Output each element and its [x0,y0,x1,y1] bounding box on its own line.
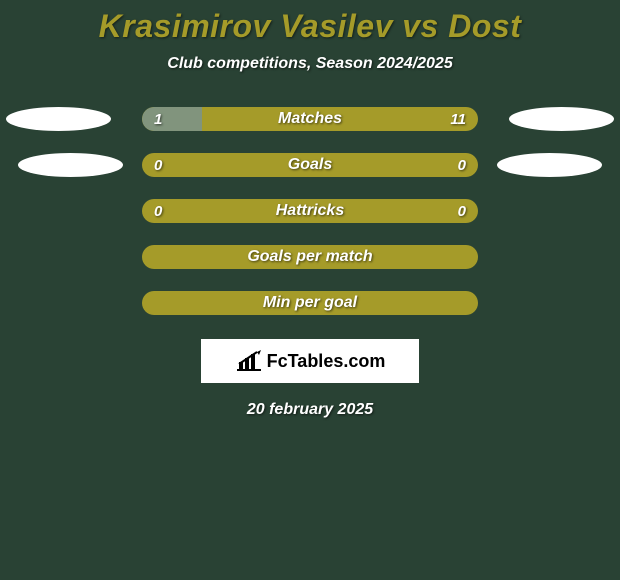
stat-bar: Min per goal [142,291,478,315]
stat-label: Min per goal [142,291,478,315]
subtitle: Club competitions, Season 2024/2025 [0,55,620,73]
stat-bar: 0 Hattricks 0 [142,199,478,223]
page-title: Krasimirov Vasilev vs Dost [0,0,620,45]
stat-label: Hattricks [142,199,478,223]
stat-bar: 1 Matches 11 [142,107,478,131]
date-text: 20 february 2025 [0,401,620,419]
ellipse-left [18,153,123,177]
stats-container: 1 Matches 11 0 Goals 0 0 Hattricks [0,107,620,315]
ellipse-right [497,153,602,177]
stat-row-hattricks: 0 Hattricks 0 [0,199,620,223]
stat-bar: 0 Goals 0 [142,153,478,177]
stat-row-goals: 0 Goals 0 [0,153,620,177]
ellipse-right [509,107,614,131]
ellipse-left [6,107,111,131]
stat-value-right: 0 [458,199,466,223]
logo-box: FcTables.com [201,339,419,383]
stat-bar: Goals per match [142,245,478,269]
stat-row-matches: 1 Matches 11 [0,107,620,131]
infographic-canvas: Krasimirov Vasilev vs Dost Club competit… [0,0,620,580]
stat-value-right: 0 [458,153,466,177]
stat-label: Goals [142,153,478,177]
chart-icon [235,350,263,372]
stat-label: Goals per match [142,245,478,269]
stat-value-right: 11 [450,107,466,131]
stat-row-goals-per-match: Goals per match [0,245,620,269]
stat-row-min-per-goal: Min per goal [0,291,620,315]
stat-label: Matches [142,107,478,131]
logo-text: FcTables.com [267,351,386,372]
